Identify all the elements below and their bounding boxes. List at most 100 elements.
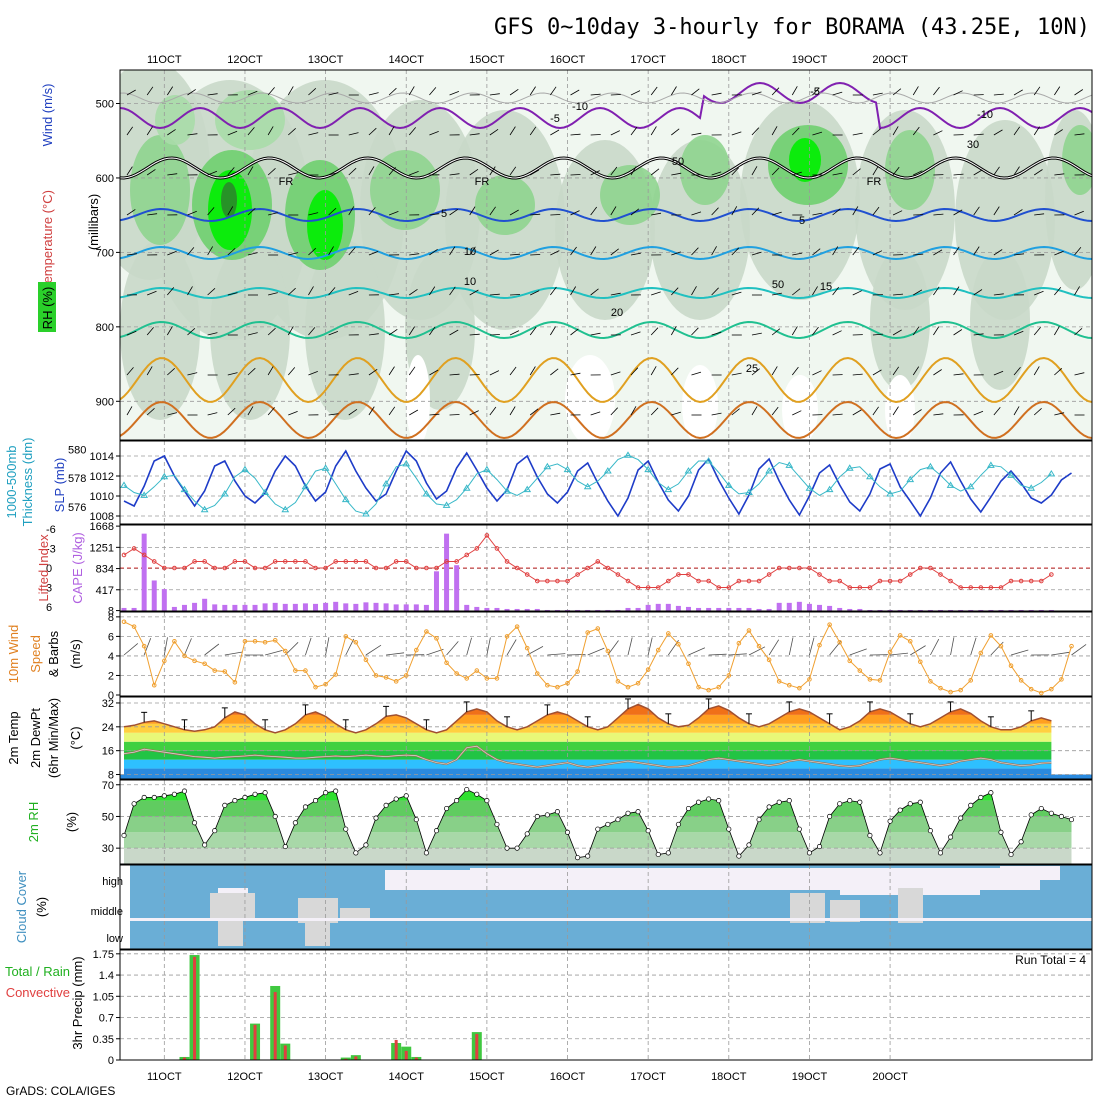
contour-minus5 (120, 81, 1092, 130)
wind-barb (1013, 406, 1020, 416)
rh-marker (504, 845, 510, 851)
lifted-index-marker (293, 559, 298, 564)
lifted-index-marker (645, 585, 651, 590)
lifted-index-marker (978, 585, 984, 590)
wind-speed-marker (807, 677, 812, 682)
lifted-index-marker (363, 559, 369, 564)
lifted-index-marker (615, 572, 621, 577)
wind-barb (872, 206, 880, 216)
wind-barb (792, 410, 802, 416)
wind-barb (772, 211, 782, 216)
precip-units-label: 3hr Precip (mm) (70, 956, 85, 1049)
wind-barb (247, 166, 254, 176)
lifted-index-marker (635, 585, 641, 590)
wind-barb (287, 326, 294, 336)
date-label-top: 11OCT (147, 54, 182, 66)
lifted-index-marker (1028, 578, 1034, 584)
wind-barb (771, 406, 779, 416)
wind-barb (812, 212, 823, 216)
cloud-block (210, 893, 255, 918)
cape-bar (363, 602, 369, 611)
y-tick-label: 1.05 (93, 991, 114, 1003)
wind-speed-marker (534, 671, 540, 676)
wind-barb (429, 369, 439, 376)
wind-barb (207, 93, 218, 96)
wind-barb (388, 87, 397, 96)
wind-barb (771, 126, 778, 136)
cloud-block (218, 888, 248, 896)
lifted-index-marker (252, 565, 258, 571)
rh-marker (544, 812, 550, 818)
wind-barb (126, 330, 137, 336)
rh-shade-blob (370, 150, 440, 230)
wind-barb (227, 292, 238, 296)
wind-barb (1013, 367, 1021, 376)
thickness-marker (664, 485, 673, 493)
wind-barb (268, 292, 278, 296)
rh-marker (343, 826, 349, 832)
wind-speed-marker (968, 678, 974, 683)
cape-bar (706, 607, 712, 611)
wind-barb (227, 407, 236, 416)
cape-bar (887, 609, 893, 611)
cape-bar (373, 602, 379, 611)
wind-speed-marker (948, 689, 953, 695)
rh-marker (746, 842, 752, 848)
thickness-marker (624, 451, 632, 458)
rh-marker (292, 820, 298, 826)
cape-bar (554, 609, 560, 611)
cape-bar (1018, 609, 1024, 611)
wind-barb (187, 210, 197, 216)
lifted-index-marker (676, 572, 681, 577)
thickness-marker (482, 465, 491, 473)
lifted-index-marker (575, 572, 580, 577)
cape-bar (665, 603, 671, 611)
cape-bar (524, 608, 530, 611)
cloud-block (218, 920, 243, 946)
wind-barb (187, 372, 198, 376)
lifted-index-label: Lifted Index (36, 534, 51, 602)
rh-marker (1018, 839, 1024, 845)
y-tick-label: 50 (102, 811, 114, 823)
rh-shading (120, 70, 1092, 440)
cape-bar (181, 604, 187, 611)
lifted-index-marker (393, 559, 399, 564)
thickness-marker (261, 488, 270, 496)
wind-barb (590, 170, 600, 176)
rh-marker (141, 794, 147, 800)
wind-barb (630, 90, 641, 96)
cape-bar (1038, 609, 1044, 611)
wind-barb (408, 326, 415, 336)
wind-barb (429, 413, 440, 416)
wind-speed-marker (363, 657, 369, 663)
lifted-index-marker (403, 559, 409, 564)
wind-barb (207, 332, 218, 336)
wind-speed-label: Speed (28, 635, 43, 673)
y-tick-label: 8 (108, 770, 114, 782)
wind-barb (933, 369, 942, 376)
wind-barb-10m (849, 648, 867, 656)
lifted-index-marker (1008, 578, 1014, 584)
precip-conv-bar (182, 1057, 186, 1060)
wind-speed-marker (454, 671, 459, 676)
thickness-marker (845, 464, 854, 471)
wind-barb (328, 246, 334, 256)
temp-label: 2m Temp (6, 711, 21, 764)
wind-barb (368, 368, 378, 376)
wind-barb (348, 132, 359, 136)
wind-barb (630, 126, 638, 136)
cloud-block (340, 908, 370, 918)
wind-barb (489, 293, 500, 296)
wind-barb (731, 247, 740, 256)
wind-barb (610, 206, 617, 216)
wind-barb (429, 286, 436, 296)
rh-marker (786, 798, 792, 804)
wind-barb (1034, 213, 1045, 216)
rh-marker (333, 788, 339, 794)
rh-shade-blob (215, 90, 285, 150)
rh-marker (726, 826, 732, 832)
rh-marker (282, 844, 288, 850)
y-tick-label: 6 (108, 631, 114, 643)
cape-bar (403, 604, 409, 611)
cloud-block (130, 918, 1092, 921)
